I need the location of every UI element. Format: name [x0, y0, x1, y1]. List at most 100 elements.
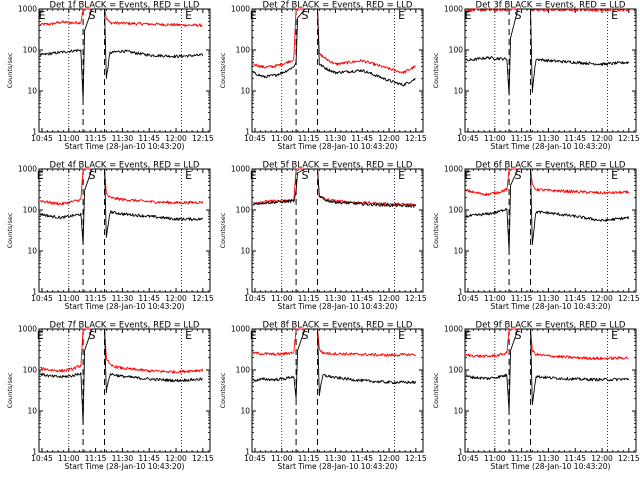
panel-det-9: Det 9f BLACK = Events, RED = LLD 1 10 100 10…	[432, 321, 640, 472]
start-marker: S	[89, 169, 96, 182]
x-tick-label: 12:15	[192, 454, 214, 463]
y-tick-label: 1000	[231, 325, 250, 334]
y-tick-label: 10	[453, 407, 463, 416]
plot-frame	[38, 328, 211, 453]
y-axis-label: Counts/sec	[432, 212, 440, 248]
y-tick-label: 100	[236, 46, 251, 55]
x-tick-label: 12:00	[165, 294, 187, 303]
panel-title: Det 9f BLACK = Events, RED = LLD	[476, 321, 626, 331]
end-marker: E	[611, 169, 618, 182]
x-tick-label: 11:45	[138, 294, 160, 303]
x-tick-label: 12:15	[618, 454, 640, 463]
x-tick-label: 10:45	[244, 134, 266, 143]
x-tick-label: 11:15	[511, 294, 533, 303]
y-tick-label: 100	[449, 206, 464, 215]
panel-title: Det 8f BLACK = Events, RED = LLD	[263, 321, 413, 331]
y-tick-label: 1000	[18, 165, 37, 174]
x-tick-label: 11:30	[538, 134, 560, 143]
x-tick-label: 11:15	[298, 454, 320, 463]
x-tick-label: 11:30	[112, 294, 134, 303]
start-marker: S	[89, 9, 96, 22]
x-tick-label: 11:45	[564, 454, 586, 463]
x-axis-label: Start Time (28-Jan-10 10:43:20)	[491, 142, 611, 151]
x-tick-label: 10:45	[31, 294, 53, 303]
y-tick-label: 10	[453, 87, 463, 96]
plot-frame	[464, 328, 637, 453]
y-tick-label: 100	[23, 46, 38, 55]
plot-frame	[251, 328, 424, 453]
x-tick-label: 11:30	[538, 454, 560, 463]
end-marker: E	[465, 329, 472, 342]
series-black-events	[252, 8, 416, 87]
panel-title: Det 2f BLACK = Events, RED = LLD	[263, 1, 413, 11]
x-tick-label: 11:00	[484, 294, 506, 303]
x-tick-label: 11:45	[564, 134, 586, 143]
x-tick-label: 11:45	[138, 454, 160, 463]
series-black-events	[465, 328, 630, 412]
y-tick-label: 1	[458, 448, 463, 457]
start-marker: S	[515, 329, 522, 342]
y-tick-label: 1	[32, 128, 37, 137]
x-tick-label: 12:15	[405, 294, 427, 303]
x-axis-label: Start Time (28-Jan-10 10:43:20)	[278, 462, 398, 471]
series-black-events	[39, 8, 204, 101]
end-marker: E	[39, 9, 46, 22]
panel-det-1: Det 1f BLACK = Events, RED = LLD 1 10 100 10…	[6, 1, 214, 152]
y-axis-label: Counts/sec	[432, 372, 440, 408]
y-tick-label: 10	[453, 247, 463, 256]
x-tick-label: 11:45	[351, 294, 373, 303]
x-tick-label: 11:00	[271, 454, 293, 463]
end-marker: E	[398, 329, 405, 342]
x-tick-label: 12:15	[192, 294, 214, 303]
x-axis-label: Start Time (28-Jan-10 10:43:20)	[65, 462, 185, 471]
start-marker: S	[302, 329, 309, 342]
x-tick-label: 12:15	[405, 454, 427, 463]
y-tick-label: 1	[458, 128, 463, 137]
x-axis-label: Start Time (28-Jan-10 10:43:20)	[491, 302, 611, 311]
panel-det-3: Det 3f BLACK = Events, RED = LLD 1 10 100 10…	[432, 1, 640, 152]
y-tick-label: 1	[32, 448, 37, 457]
x-axis-label: Start Time (28-Jan-10 10:43:20)	[278, 302, 398, 311]
y-tick-label: 100	[236, 366, 251, 375]
end-marker: E	[465, 169, 472, 182]
x-tick-label: 10:45	[244, 454, 266, 463]
x-tick-label: 11:00	[271, 294, 293, 303]
end-marker: E	[250, 9, 257, 22]
end-marker: E	[37, 169, 44, 182]
y-tick-label: 10	[27, 87, 37, 96]
x-tick-label: 10:45	[457, 454, 479, 463]
panel-title: Det 3f BLACK = Events, RED = LLD	[476, 1, 626, 11]
plot-frame	[464, 8, 637, 133]
series-black-events	[252, 328, 417, 400]
end-marker: E	[398, 9, 405, 22]
x-axis-label: Start Time (28-Jan-10 10:43:20)	[278, 142, 398, 151]
x-tick-label: 12:15	[618, 134, 640, 143]
start-marker: S	[89, 329, 96, 342]
series-red-lld	[40, 328, 204, 374]
panel-det-5: Det 5f BLACK = Events, RED = LLD 1 10 100 10…	[219, 161, 427, 312]
series-red-lld	[253, 8, 416, 75]
x-tick-label: 11:00	[484, 134, 506, 143]
end-marker: E	[398, 169, 405, 182]
x-tick-label: 12:00	[165, 134, 187, 143]
start-marker: S	[302, 9, 309, 22]
panel-title: Det 1f BLACK = Events, RED = LLD	[50, 1, 200, 11]
start-marker: S	[515, 9, 522, 22]
end-marker: E	[611, 329, 618, 342]
y-tick-label: 100	[449, 366, 464, 375]
x-tick-label: 12:00	[378, 454, 400, 463]
x-tick-label: 11:15	[511, 454, 533, 463]
panel-title: Det 4f BLACK = Events, RED = LLD	[50, 161, 200, 171]
x-tick-label: 12:00	[591, 454, 613, 463]
x-tick-label: 11:00	[58, 134, 80, 143]
y-tick-label: 1	[32, 288, 37, 297]
plot-frame	[38, 8, 211, 133]
start-marker: S	[302, 169, 309, 182]
x-tick-label: 10:45	[31, 454, 53, 463]
panel-title: Det 5f BLACK = Events, RED = LLD	[263, 161, 413, 171]
y-tick-label: 10	[27, 247, 37, 256]
series-red-lld	[39, 168, 204, 206]
panel-det-4: Det 4f BLACK = Events, RED = LLD 1 10 100 10…	[6, 161, 214, 312]
y-tick-label: 100	[23, 206, 38, 215]
series-black-events	[39, 328, 203, 424]
